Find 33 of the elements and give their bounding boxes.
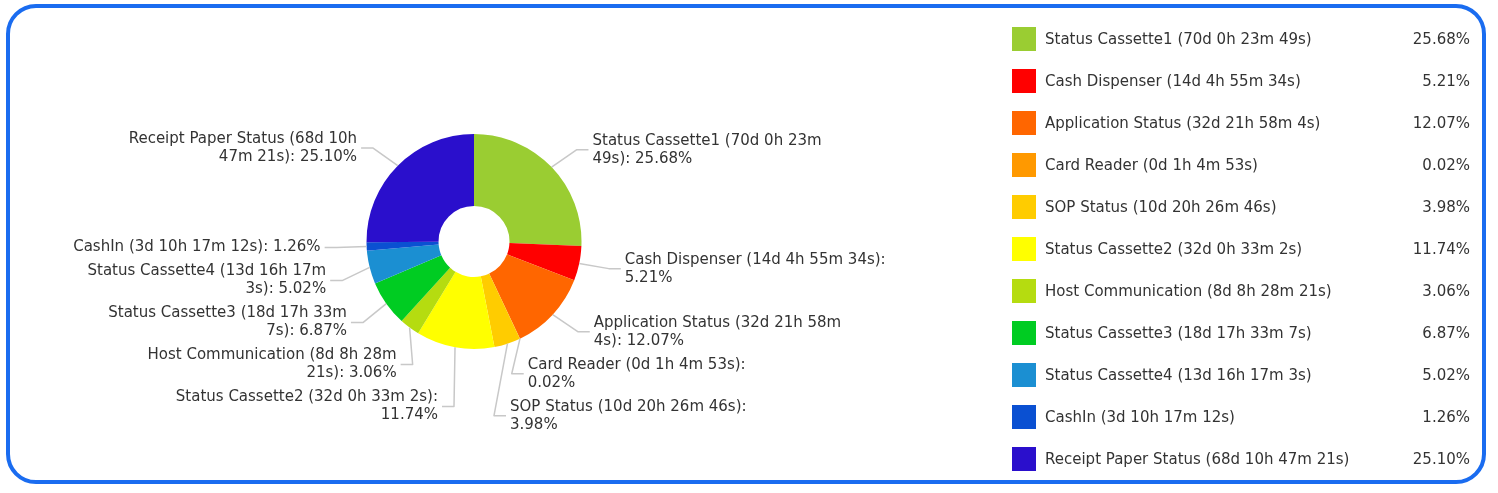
text: Card Reader (0d 1h 4m 53s): 0.02%	[527, 354, 746, 391]
data-label: 25.10%	[1411, 450, 1470, 468]
data-label: 5.21%	[1421, 72, 1470, 90]
data-label: 0.02%	[1421, 156, 1470, 174]
text: Receipt Paper Status (68d 10h 47m 21s): 25.10%	[128, 128, 358, 165]
legend-label: Host Communication (8d 8h 28m 21s)	[1045, 282, 1333, 300]
text: Status Cassette4 (13d 16h 17m 3s): 5.02%	[87, 261, 327, 298]
legend-label: Cash Dispenser (14d 4h 55m 34s)	[1045, 72, 1302, 90]
text: Status Cassette3 (18d 17h 33m 7s): 6.87%	[108, 303, 347, 340]
text: Status Cassette1 (70d 0h 23m 49s): 25.68%	[592, 130, 822, 167]
data-label: 1.26%	[1421, 408, 1470, 426]
legend-label: Status Cassette3 (18d 17h 33m 7s)	[1045, 324, 1313, 342]
legend-label: SOP Status (10d 20h 26m 46s)	[1045, 198, 1278, 216]
text: Status Cassette2 (32d 0h 33m 2s): 11.74%	[175, 387, 438, 424]
legend-label: Application Status (32d 21h 58m 4s)	[1045, 114, 1322, 132]
legend-label: Receipt Paper Status (68d 10h 47m 21s)	[1045, 450, 1351, 468]
data-label: 5.02%	[1421, 366, 1470, 384]
data-label: 25.68%	[1411, 30, 1470, 48]
text: CashIn (3d 10h 17m 12s): 1.26%	[73, 237, 321, 256]
data-label: 11.74%	[1411, 240, 1470, 258]
text: SOP Status (10d 20h 26m 46s): 3.98%	[510, 396, 747, 433]
data-label: 3.98%	[1421, 198, 1470, 216]
legend-label: CashIn (3d 10h 17m 12s)	[1045, 408, 1236, 426]
legend-label: Status Cassette2 (32d 0h 33m 2s)	[1045, 240, 1304, 258]
text: Cash Dispenser (14d 4h 55m 34s): 5.21%	[624, 249, 886, 286]
data-label: 3.06%	[1421, 282, 1470, 300]
legend-label: Status Cassette4 (13d 16h 17m 3s)	[1045, 366, 1313, 384]
data-label: 12.07%	[1411, 114, 1470, 132]
legend-label: Card Reader (0d 1h 4m 53s)	[1045, 156, 1259, 174]
text: Application Status (32d 21h 58m 4s): 12.07%	[593, 312, 842, 349]
legend-label: Status Cassette1 (70d 0h 23m 49s)	[1045, 30, 1313, 48]
text: Host Communication (8d 8h 28m 21s): 3.06%	[147, 345, 397, 382]
data-label: 6.87%	[1421, 324, 1470, 342]
